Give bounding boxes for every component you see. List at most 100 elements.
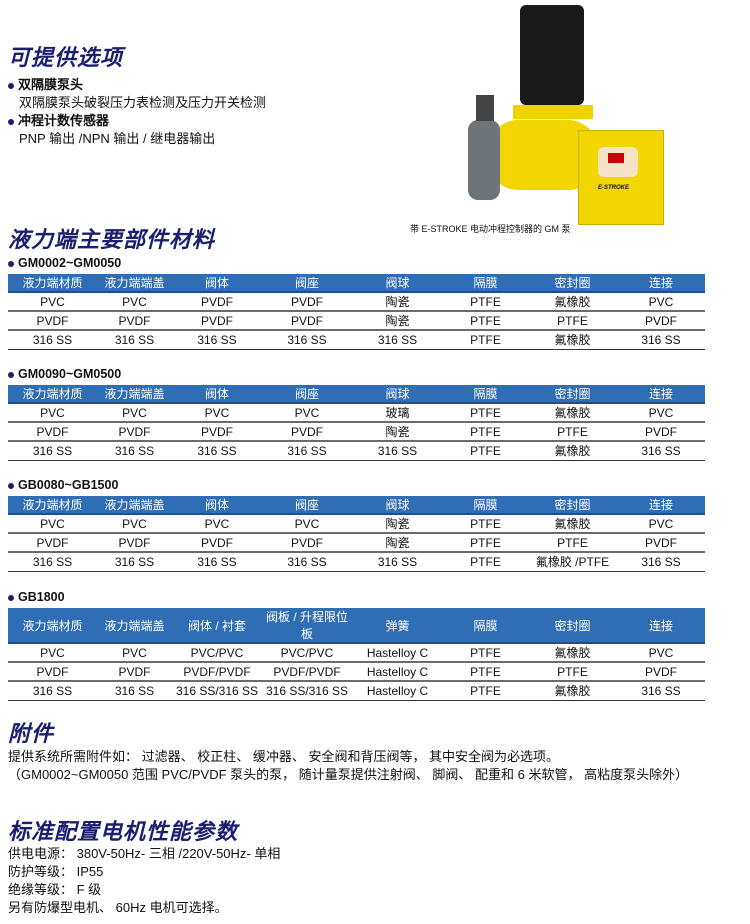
- table-cell: PVDF: [8, 311, 97, 331]
- option-name: 双隔膜泵头: [18, 77, 84, 92]
- option-name: 冲程计数传感器: [18, 113, 110, 128]
- table-cell: PVDF: [172, 533, 262, 553]
- table-cell: 316 SS: [97, 681, 172, 701]
- table-cell: PVC: [617, 403, 705, 423]
- table-row: PVC PVC PVC PVC 玻璃 PTFE 氟橡胶 PVC: [8, 403, 705, 423]
- column-header: 弹簧: [352, 608, 443, 644]
- column-header: 液力端端盖: [97, 274, 172, 293]
- table-cell: 氟橡胶: [528, 292, 617, 312]
- column-header: 密封圈: [528, 385, 617, 404]
- table-cell: PVC: [8, 403, 97, 423]
- column-header: 液力端材质: [8, 274, 97, 293]
- table-row: 316 SS 316 SS 316 SS 316 SS 316 SS PTFE 氟橡胶 /P…: [8, 552, 705, 572]
- table-cell: PVDF: [8, 533, 97, 553]
- materials-table: 液力端材质 液力端端盖 阀体 阀座 阀球 隔膜 密封圈 连接 PVC PVC PVDF PVDF 陶瓷 P…: [8, 274, 705, 350]
- table-row: PVC PVC PVC PVC 陶瓷 PTFE 氟橡胶 PVC: [8, 514, 705, 534]
- column-header: 液力端材质: [8, 608, 97, 644]
- table-cell: 316 SS: [172, 441, 262, 461]
- table-cell: 316 SS: [617, 552, 705, 572]
- table-cell: PVC: [97, 403, 172, 423]
- motor-line: 供电电源： 380V-50Hz- 三相 /220V-50Hz- 单相: [8, 846, 281, 861]
- column-header: 连接: [617, 385, 705, 404]
- column-header: 阀体: [172, 496, 262, 515]
- column-header: 连接: [617, 608, 705, 644]
- table-cell: PVDF: [262, 422, 352, 442]
- table-cell: Hastelloy C: [352, 681, 443, 701]
- table-cell: 陶瓷: [352, 422, 443, 442]
- column-header: 密封圈: [528, 496, 617, 515]
- motor-title: 标准配置电机性能参数: [8, 819, 239, 844]
- table-cell: Hastelloy C: [352, 662, 443, 682]
- table-cell: PVDF: [172, 292, 262, 312]
- table-row: PVDF PVDF PVDF PVDF 陶瓷 PTFE PTFE PVDF: [8, 533, 705, 553]
- table-cell: PVDF: [262, 311, 352, 331]
- option-desc: PNP 输出 /NPN 输出 / 继电器输出: [19, 131, 216, 146]
- column-header: 液力端端盖: [97, 608, 172, 644]
- column-header: 液力端端盖: [97, 385, 172, 404]
- column-header: 液力端材质: [8, 496, 97, 515]
- table-cell: 316 SS: [617, 441, 705, 461]
- table-cell: PVDF/PVDF: [172, 662, 262, 682]
- table-cell: 316 SS: [8, 552, 97, 572]
- table-cell: PVC: [262, 514, 352, 534]
- table-header-row: 液力端材质 液力端端盖 阀体 阀座 阀球 隔膜 密封圈 连接: [8, 274, 705, 293]
- table-cell: 陶瓷: [352, 533, 443, 553]
- table-cell: PVDF: [262, 292, 352, 312]
- motor-line: 绝缘等级： F 级: [8, 882, 102, 897]
- table-row: PVDF PVDF PVDF PVDF 陶瓷 PTFE PTFE PVDF: [8, 311, 705, 331]
- table-cell: 316 SS: [352, 330, 443, 350]
- table-cell: PVDF: [97, 533, 172, 553]
- table-row: PVC PVC PVC/PVC PVC/PVC Hastelloy C PTFE 氟橡胶 PV…: [8, 643, 705, 663]
- table-cell: PVC: [97, 643, 172, 663]
- column-header: 阀板 / 升程限位板: [262, 608, 352, 644]
- column-header: 阀座: [262, 385, 352, 404]
- table-cell: PVDF: [617, 533, 705, 553]
- table-cell: 316 SS: [262, 441, 352, 461]
- bullet-icon: [8, 371, 14, 378]
- column-header: 隔膜: [443, 274, 528, 293]
- table-cell: PVC: [262, 403, 352, 423]
- materials-table: 液力端材质 液力端端盖 阀体 / 衬套 阀板 / 升程限位板 弹簧 隔膜 密封圈 连接 PVC P…: [8, 608, 705, 701]
- table-cell: 316 SS: [617, 330, 705, 350]
- column-header: 隔膜: [443, 608, 528, 644]
- table-cell: 316 SS: [8, 441, 97, 461]
- table-cell: PVDF: [97, 311, 172, 331]
- option-list: 双隔膜泵头 双隔膜泵头破裂压力表检测及压力开关检测 冲程计数传感器 PNP 输出…: [8, 76, 266, 148]
- table-cell: PTFE: [443, 330, 528, 350]
- column-header: 阀座: [262, 274, 352, 293]
- table-cell: PVDF: [617, 662, 705, 682]
- table-cell: PTFE: [443, 681, 528, 701]
- column-header: 隔膜: [443, 496, 528, 515]
- table-cell: 陶瓷: [352, 514, 443, 534]
- column-header: 液力端材质: [8, 385, 97, 404]
- table-cell: 氟橡胶: [528, 403, 617, 423]
- table-header-row: 液力端材质 液力端端盖 阀体 / 衬套 阀板 / 升程限位板 弹簧 隔膜 密封圈 连接: [8, 608, 705, 644]
- table-cell: 316 SS/316 SS: [172, 681, 262, 701]
- motor-line: 防护等级： IP55: [8, 864, 104, 879]
- table-cell: 316 SS: [8, 681, 97, 701]
- table-cell: PVC: [617, 643, 705, 663]
- materials-title: 液力端主要部件材料: [8, 227, 216, 252]
- table-cell: PVC: [8, 643, 97, 663]
- table-row: PVC PVC PVDF PVDF 陶瓷 PTFE 氟橡胶 PVC: [8, 292, 705, 312]
- column-header: 阀球: [352, 496, 443, 515]
- table-label-text: GB1800: [18, 590, 65, 604]
- column-header: 连接: [617, 496, 705, 515]
- table-cell: PVDF: [617, 422, 705, 442]
- bullet-icon: [8, 118, 14, 125]
- column-header: 连接: [617, 274, 705, 293]
- table-header-row: 液力端材质 液力端端盖 阀体 阀座 阀球 隔膜 密封圈 连接: [8, 385, 705, 404]
- table-row: PVDF PVDF PVDF/PVDF PVDF/PVDF Hastelloy C PTF…: [8, 662, 705, 682]
- materials-table: 液力端材质 液力端端盖 阀体 阀座 阀球 隔膜 密封圈 连接 PVC PVC PVC PVC 陶瓷 PTF…: [8, 496, 705, 572]
- table-cell: PTFE: [528, 533, 617, 553]
- option-desc: 双隔膜泵头破裂压力表检测及压力开关检测: [19, 95, 267, 110]
- table-cell: 316 SS: [97, 441, 172, 461]
- table-cell: 316 SS: [97, 330, 172, 350]
- motor-line: 另有防爆型电机、 60Hz 电机可选择。: [8, 900, 228, 915]
- table-label-text: GM0090~GM0500: [18, 367, 122, 381]
- column-header: 隔膜: [443, 385, 528, 404]
- table-cell: PTFE: [443, 422, 528, 442]
- table-cell: 316 SS: [8, 330, 97, 350]
- table-cell: PVC: [172, 403, 262, 423]
- table-cell: PVC: [97, 514, 172, 534]
